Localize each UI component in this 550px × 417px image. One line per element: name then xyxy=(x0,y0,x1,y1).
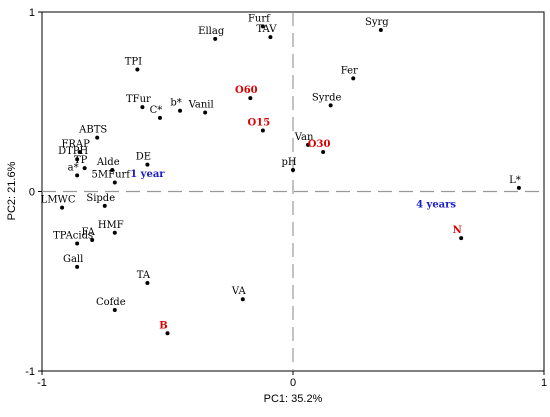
point-fer xyxy=(351,76,356,81)
point-tav xyxy=(268,35,273,40)
point-label-ta: TA xyxy=(137,270,151,281)
point-label-tav: TAV xyxy=(256,24,277,35)
point-label-o60: O60 xyxy=(235,85,258,96)
point-n xyxy=(459,236,464,241)
point-label-syrg: Syrg xyxy=(365,17,389,28)
point-a xyxy=(75,173,80,178)
point-label-van: Van xyxy=(294,132,314,143)
group-labels: 1 year 4 years xyxy=(130,169,456,211)
point-label-a: a* xyxy=(68,162,79,173)
point-label-tpi: TPI xyxy=(125,56,142,67)
point-tpi xyxy=(135,67,140,72)
point-tpacids xyxy=(75,241,80,246)
point-label-tp: TP xyxy=(74,155,88,166)
point-o15 xyxy=(260,128,265,133)
point-lmwc xyxy=(60,205,65,210)
point-label-n: N xyxy=(453,225,462,236)
point-tp xyxy=(82,166,87,171)
x-axis-title: PC1: 35.2% xyxy=(264,393,323,405)
point-alde xyxy=(110,167,115,172)
y-tick-label: 1 xyxy=(29,7,35,19)
point-o30 xyxy=(321,150,326,155)
point-b xyxy=(178,108,183,113)
point-abts xyxy=(95,135,100,140)
y-axis-title: PC2: 21.6% xyxy=(6,161,18,220)
point-sipde xyxy=(102,203,107,208)
point-label-alde: Alde xyxy=(96,157,120,168)
point-frap xyxy=(77,150,82,155)
point-fa xyxy=(90,237,95,242)
x-tick-label: 0 xyxy=(290,377,296,389)
axis-ticks: -1 0 1 -1 0 1 xyxy=(25,7,547,389)
point-label-fa: FA xyxy=(82,227,96,238)
point-label-o15: O15 xyxy=(248,117,271,128)
point-label-o30: O30 xyxy=(308,139,331,150)
point-tfur xyxy=(140,105,145,110)
point-de xyxy=(145,162,150,167)
point-label-b: B xyxy=(159,320,167,331)
x-tick-label: -1 xyxy=(37,377,47,389)
point-syrg xyxy=(378,27,383,32)
point-furf xyxy=(260,24,265,29)
point-5mfurf xyxy=(112,180,117,185)
point-label-syrde: Syrde xyxy=(312,92,342,103)
x-tick-label: 1 xyxy=(541,377,547,389)
point-label-tfur: TFur xyxy=(126,94,151,105)
point-cofde xyxy=(112,307,117,312)
point-label-fer: Fer xyxy=(341,65,358,76)
y-tick-label: 0 xyxy=(29,187,35,199)
point-vanil xyxy=(203,110,208,115)
point-label-de: DE xyxy=(136,152,151,163)
point-label-sipde: Sipde xyxy=(86,193,115,204)
point-ellag xyxy=(213,36,218,41)
point-va xyxy=(240,297,245,302)
point-label-l: L* xyxy=(509,175,521,186)
point-hmf xyxy=(112,230,117,235)
point-label-ph: pH xyxy=(281,157,296,168)
point-label-cofde: Cofde xyxy=(96,297,126,308)
point-label-5mfurf: 5MFurf xyxy=(92,170,132,181)
point-gall xyxy=(75,264,80,269)
point-syrde xyxy=(328,103,333,108)
group-label-4-years: 4 years xyxy=(416,200,456,211)
point-l xyxy=(516,185,521,190)
point-label-hmf: HMF xyxy=(98,220,124,231)
point-label-gall: Gall xyxy=(63,254,83,265)
group-label-1-year: 1 year xyxy=(130,169,165,180)
point-b xyxy=(165,331,170,336)
y-tick-label: -1 xyxy=(25,366,35,378)
point-label-b: b* xyxy=(170,98,181,109)
point-o60 xyxy=(248,96,253,101)
point-label-dtph: DTPH xyxy=(58,146,88,157)
point-label-vanil: Vanil xyxy=(188,100,214,111)
point-label-ellag: Ellag xyxy=(198,26,225,37)
point-c xyxy=(157,115,162,120)
point-ph xyxy=(291,167,295,172)
point-label-lmwc: LMWC xyxy=(41,195,76,206)
point-label-furf: Furf xyxy=(248,13,271,24)
point-label-tpacids: TPAcids xyxy=(53,231,93,242)
point-label-frap: FRAP xyxy=(61,139,90,150)
point-label-abts: ABTS xyxy=(78,125,107,136)
point-label-va: VA xyxy=(231,286,247,297)
point-van xyxy=(306,142,311,147)
point-dtph xyxy=(75,157,80,162)
point-label-c: C* xyxy=(150,105,163,116)
point-ta xyxy=(145,281,150,286)
